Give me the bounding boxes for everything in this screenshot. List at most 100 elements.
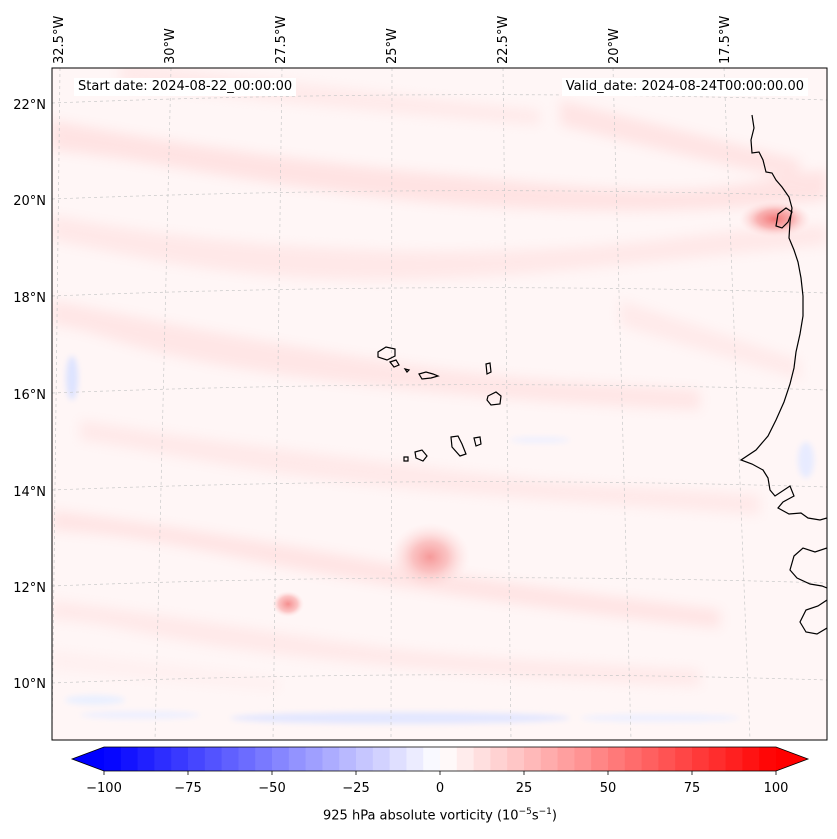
colorbar-cell bbox=[221, 747, 239, 771]
colorbar-cell bbox=[692, 747, 710, 771]
cape-blanc bbox=[775, 207, 793, 229]
colorbar-cell bbox=[389, 747, 407, 771]
colorbar-tick-label: 100 bbox=[763, 781, 789, 796]
lon-label: 30°W bbox=[163, 28, 178, 64]
gridline-lon bbox=[154, 68, 172, 740]
island-sal bbox=[485, 362, 492, 375]
island-santo-antao bbox=[377, 346, 396, 361]
colorbar-label-unit: s bbox=[531, 808, 539, 824]
colorbar-tick-label: −50 bbox=[258, 781, 286, 796]
colorbar-tick-label: −25 bbox=[342, 781, 370, 796]
colorbar-cell bbox=[641, 747, 659, 771]
island-maio bbox=[473, 436, 482, 447]
lon-label: 17.5°W bbox=[718, 15, 733, 64]
colorbar-cell bbox=[440, 747, 458, 771]
island-boa-vista bbox=[486, 391, 502, 406]
colorbar-tick-label: 75 bbox=[683, 781, 701, 796]
lon-label: 22.5°W bbox=[496, 15, 511, 64]
colorbar-cell bbox=[120, 747, 138, 771]
colorbar-cell bbox=[591, 747, 609, 771]
island-fogo bbox=[414, 449, 428, 462]
lat-label: 12°N bbox=[13, 581, 46, 596]
lat-label: 14°N bbox=[13, 485, 46, 500]
gridline-lon bbox=[502, 68, 512, 740]
colorbar-cell bbox=[524, 747, 542, 771]
colorbar-cell bbox=[507, 747, 525, 771]
colorbar-tick-label: 25 bbox=[515, 781, 533, 796]
colorbar-cell bbox=[540, 747, 558, 771]
colorbar-cell bbox=[759, 747, 777, 771]
colorbar-extend-left bbox=[72, 747, 104, 771]
colorbar-cell bbox=[255, 747, 273, 771]
colorbar-label-close: ) bbox=[551, 808, 557, 824]
lon-label: 27.5°W bbox=[274, 15, 289, 64]
colorbar-cell bbox=[406, 747, 424, 771]
colorbar-cell bbox=[288, 747, 306, 771]
vorticity-max-central bbox=[390, 523, 470, 591]
colorbar-cell bbox=[742, 747, 760, 771]
map-frame bbox=[51, 67, 828, 741]
colorbar-cell bbox=[339, 747, 357, 771]
colorbar-cell bbox=[305, 747, 323, 771]
lon-label: 25°W bbox=[385, 28, 400, 64]
colorbar-tick-label: 0 bbox=[435, 781, 445, 796]
coastline-west-africa bbox=[739, 114, 827, 521]
colorbar-cell bbox=[725, 747, 743, 771]
colorbar-cell bbox=[490, 747, 508, 771]
lon-label: 32.5°W bbox=[52, 15, 67, 64]
field-background bbox=[52, 68, 827, 740]
start-date-label: Start date: 2024-08-22_00:00:00 bbox=[74, 78, 297, 96]
colorbar-cell bbox=[171, 747, 189, 771]
vorticity-max-coast bbox=[739, 201, 811, 237]
gridline-lon bbox=[612, 68, 632, 740]
colorbar-cells bbox=[104, 747, 777, 771]
colorbar-cell bbox=[322, 747, 340, 771]
island-sao-nicolau bbox=[418, 371, 440, 380]
colorbar-cell bbox=[574, 747, 592, 771]
colorbar-label-exponent: −5 bbox=[518, 807, 532, 817]
gridline-lat bbox=[52, 190, 827, 200]
gridline-lat bbox=[52, 287, 827, 297]
lon-label: 20°W bbox=[607, 28, 622, 64]
lat-label: 20°N bbox=[13, 194, 46, 209]
gridline-lat bbox=[52, 384, 827, 394]
colorbar-cell bbox=[557, 747, 575, 771]
colorbar-cell bbox=[372, 747, 390, 771]
colorbar-cell bbox=[456, 747, 474, 771]
island-brava bbox=[403, 456, 409, 462]
colorbar-cell bbox=[675, 747, 693, 771]
colorbar-cell bbox=[188, 747, 206, 771]
vorticity-max-south bbox=[272, 591, 304, 617]
coastline-guinea-bissau bbox=[789, 547, 827, 635]
colorbar-cell bbox=[608, 747, 626, 771]
colorbar-cell bbox=[154, 747, 172, 771]
island-santa-luzia bbox=[403, 368, 411, 373]
gridline-lon bbox=[723, 68, 751, 740]
colorbar-label-exponent: −1 bbox=[538, 807, 552, 817]
negative-regions bbox=[65, 356, 814, 724]
colorbar-cell bbox=[708, 747, 726, 771]
lat-label: 22°N bbox=[13, 98, 46, 113]
coastlines bbox=[739, 114, 827, 635]
colorbar-tick-label: −75 bbox=[174, 781, 202, 796]
colorbar-cell bbox=[104, 747, 122, 771]
colorbar-cell bbox=[238, 747, 256, 771]
graticule bbox=[52, 68, 827, 740]
gridline-lat bbox=[52, 577, 827, 587]
valid-date-label: Valid_date: 2024-08-24T00:00:00.00 bbox=[561, 78, 808, 96]
lat-label: 16°N bbox=[13, 388, 46, 403]
colorbar-cell bbox=[624, 747, 642, 771]
vorticity-field bbox=[52, 68, 827, 740]
colorbar-cell bbox=[356, 747, 374, 771]
gridline-lon bbox=[272, 68, 283, 740]
colorbar-label-text: 925 hPa absolute vorticity (10 bbox=[323, 808, 519, 824]
gridline-lon bbox=[390, 68, 393, 740]
lat-label: 10°N bbox=[13, 677, 46, 692]
gridline-lon bbox=[52, 68, 61, 740]
gridline-lat bbox=[52, 481, 827, 491]
gridline-lat bbox=[52, 674, 827, 684]
colorbar-cell bbox=[473, 747, 491, 771]
colorbar-cell bbox=[272, 747, 290, 771]
